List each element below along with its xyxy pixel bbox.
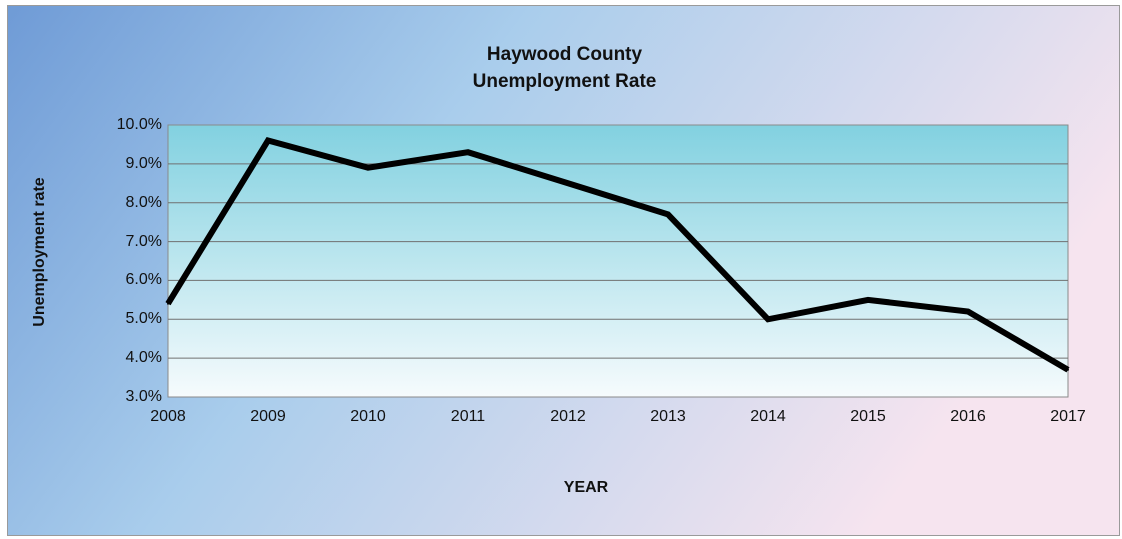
chart-container: Haywood County Unemployment Rate 3.0% 4.0… <box>7 5 1120 536</box>
x-tick-label: 2016 <box>950 408 986 425</box>
data-point <box>467 151 469 154</box>
y-tick-label: 5.0% <box>125 310 162 328</box>
y-tick-label: 9.0% <box>125 154 162 172</box>
data-point <box>367 166 369 169</box>
x-tick-label: 2015 <box>850 408 886 425</box>
gridlines <box>168 163 1068 359</box>
data-point <box>1067 368 1069 371</box>
x-tick-label: 2010 <box>350 408 386 425</box>
y-tick-label: 4.0% <box>125 349 162 367</box>
x-tick-label: 2008 <box>150 408 186 425</box>
data-point <box>667 213 669 216</box>
data-point <box>267 139 269 142</box>
plot-area <box>167 124 1069 398</box>
series-line <box>165 137 1070 373</box>
y-tick-label: 3.0% <box>125 388 162 405</box>
x-axis-label: YEAR <box>563 479 609 496</box>
x-tick-label: 2012 <box>550 408 586 425</box>
y-tick-label: 8.0% <box>125 193 162 211</box>
x-tick-label: 2014 <box>750 408 786 425</box>
x-tick-label: 2009 <box>250 408 286 425</box>
y-tick-label: 6.0% <box>125 271 162 289</box>
data-point <box>767 318 769 321</box>
y-tick-label: 10.0% <box>116 116 162 133</box>
x-tick-label: 2011 <box>450 408 486 425</box>
chart-title-line-2: Unemployment Rate <box>472 71 657 92</box>
data-point <box>967 310 969 313</box>
x-tick-label: 2017 <box>1050 408 1086 425</box>
data-point <box>867 298 869 301</box>
data-point <box>567 182 569 185</box>
data-point <box>167 302 169 305</box>
y-axis-label: Unemployment rate <box>31 177 48 327</box>
series-layer <box>165 137 1070 373</box>
chart-title-line-1: Haywood County <box>486 44 643 65</box>
x-tick-label: 2013 <box>650 408 686 425</box>
chart-canvas <box>8 6 1119 535</box>
y-tick-label: 7.0% <box>125 232 162 250</box>
